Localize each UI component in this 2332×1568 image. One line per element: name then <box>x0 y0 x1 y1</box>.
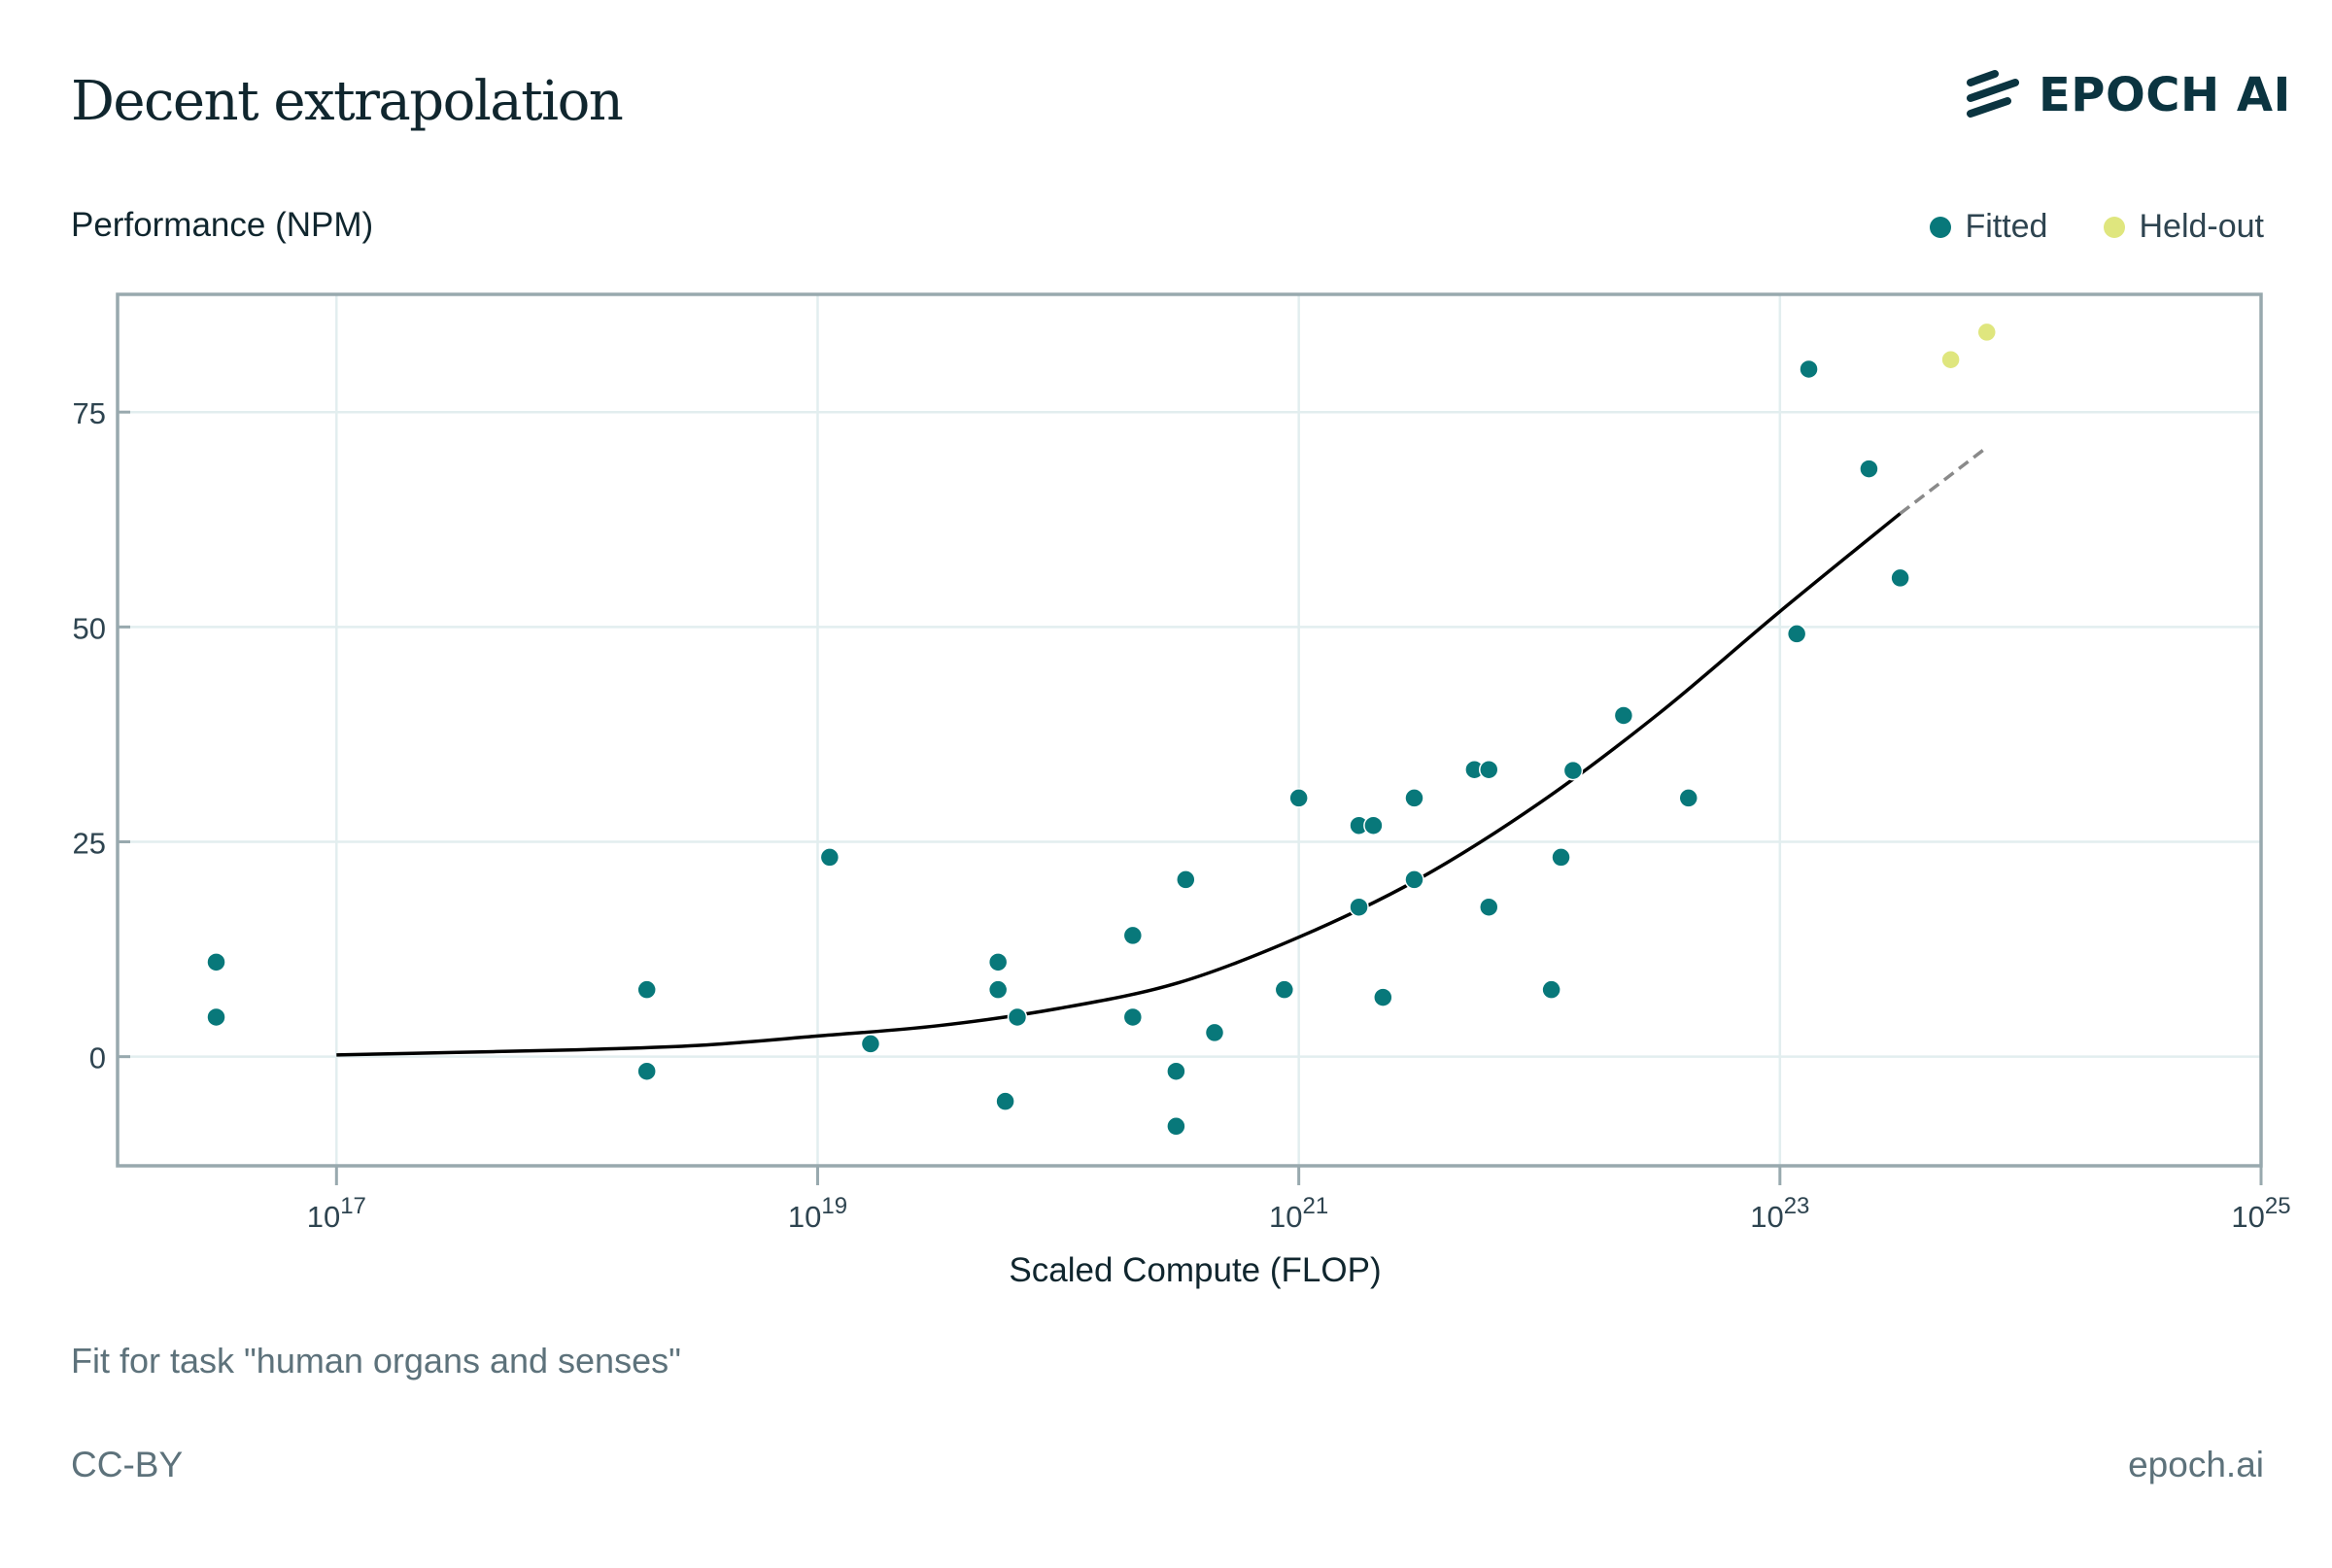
data-point-fitted <box>1204 1022 1225 1043</box>
fit-curve-extrapolation <box>1899 446 1988 515</box>
data-point-fitted <box>1404 788 1424 808</box>
data-point-fitted <box>1122 1006 1144 1028</box>
x-axis-label: Scaled Compute (FLOP) <box>1009 1251 1382 1289</box>
y-tick-label: 50 <box>73 611 106 645</box>
data-point-held-out <box>1976 322 1998 343</box>
data-point-fitted <box>1799 358 1819 380</box>
data-point-fitted <box>1478 897 1499 917</box>
gridlines <box>118 294 2261 1166</box>
data-point-fitted <box>1166 1061 1186 1081</box>
data-point-fitted <box>1562 760 1584 781</box>
data-point-fitted <box>1373 987 1393 1007</box>
fit-curve <box>336 446 1988 1057</box>
legend-item-fitted: Fitted <box>1930 208 2047 246</box>
legend-marker-held-out <box>2104 216 2126 238</box>
fit-curve-line <box>336 512 1902 1057</box>
legend-item-held-out: Held-out <box>2104 208 2264 246</box>
x-tick-exponent: 25 <box>2265 1193 2291 1219</box>
y-tick-label: 0 <box>89 1041 106 1075</box>
site-link[interactable]: epoch.ai <box>2128 1445 2264 1484</box>
data-point-fitted <box>1786 624 1807 644</box>
x-tick-exponent: 17 <box>340 1193 366 1219</box>
data-point-fitted <box>1541 979 1561 1000</box>
x-tick-label: 1017 <box>307 1193 366 1234</box>
chart-subtitle: Fit for task "human organs and senses" <box>71 1341 681 1381</box>
y-axis-label: Performance (NPM) <box>71 206 374 244</box>
data-point-fitted <box>636 1061 657 1081</box>
data-point-fitted <box>206 952 226 972</box>
y-tick-label: 25 <box>73 827 106 861</box>
data-point-held-out <box>1940 349 1961 370</box>
data-point-fitted <box>1551 847 1571 868</box>
data-point-fitted <box>1007 1006 1028 1028</box>
legend-marker-fitted <box>1930 216 1952 238</box>
data-point-fitted <box>1478 759 1499 780</box>
epoch-logo-icon <box>1967 70 2019 118</box>
x-ticks: 1017 1019 1021 1023 1025 <box>307 1166 2291 1234</box>
data-point-fitted <box>995 1091 1015 1111</box>
plot-frame <box>116 292 2263 1168</box>
legend-label-held-out: Held-out <box>2139 208 2264 245</box>
license-label: CC-BY <box>71 1445 184 1484</box>
data-point-fitted <box>1349 897 1369 917</box>
x-tick-exponent: 23 <box>1784 1193 1810 1219</box>
chart-title: Decent extrapolation <box>71 70 624 133</box>
data-point-fitted <box>860 1034 881 1054</box>
x-tick-exponent: 21 <box>1303 1193 1329 1219</box>
data-point-fitted <box>987 952 1009 972</box>
data-point-fitted <box>987 979 1009 1000</box>
data-point-fitted <box>1122 925 1144 946</box>
data-point-fitted <box>1404 869 1424 890</box>
data-point-fitted <box>1166 1116 1186 1137</box>
x-tick-label: 1019 <box>788 1193 847 1234</box>
x-tick-exponent: 19 <box>821 1193 847 1219</box>
data-point-fitted <box>636 979 657 1000</box>
data-point-fitted <box>1613 705 1634 726</box>
x-tick-label: 1021 <box>1269 1193 1328 1234</box>
x-tick-label: 1025 <box>2231 1193 2290 1234</box>
x-tick-base: 10 <box>1750 1200 1783 1234</box>
data-point-fitted <box>1274 979 1295 1000</box>
data-point-fitted <box>1363 815 1384 835</box>
x-tick-base: 10 <box>307 1200 340 1234</box>
epoch-ai-logo: EPOCH AI <box>1965 64 2291 126</box>
brand-name: EPOCH AI <box>2039 68 2291 122</box>
y-tick-label: 75 <box>73 396 106 430</box>
x-tick-base: 10 <box>1269 1200 1302 1234</box>
data-point-fitted <box>819 847 840 868</box>
x-tick-base: 10 <box>788 1200 821 1234</box>
data-point-fitted <box>1678 788 1698 808</box>
data-point-fitted <box>1890 567 1910 589</box>
legend-label-fitted: Fitted <box>1965 208 2048 245</box>
x-tick-label: 1023 <box>1750 1193 1809 1234</box>
data-points <box>206 322 1998 1137</box>
axes <box>116 292 2263 1168</box>
data-point-fitted <box>206 1006 226 1028</box>
x-tick-base: 10 <box>2231 1200 2264 1234</box>
legend: Fitted Held-out <box>1873 208 2264 246</box>
data-point-fitted <box>1176 869 1196 890</box>
data-point-fitted <box>1859 459 1879 479</box>
data-point-fitted <box>1288 788 1309 808</box>
y-ticks: 0 25 50 75 <box>73 396 130 1075</box>
